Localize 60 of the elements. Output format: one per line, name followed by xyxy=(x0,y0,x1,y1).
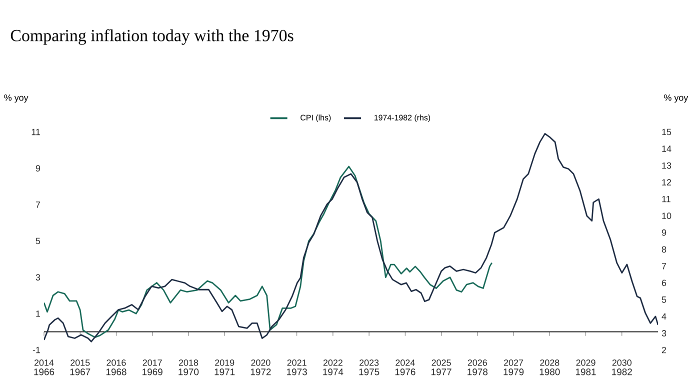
x-tick-label: 2026 xyxy=(468,360,487,366)
x-tick-label: 2030 xyxy=(612,360,632,366)
x-tick-label: 2015 xyxy=(70,360,90,366)
y2-tick-label: 9 xyxy=(662,229,666,236)
y2-tick-label: 13 xyxy=(662,162,672,169)
y-tick-label: 7 xyxy=(36,202,40,208)
y2-tick-label: 14 xyxy=(662,146,672,152)
x2-tick-label: 1980 xyxy=(540,368,560,376)
x2-tick-label: 1982 xyxy=(612,368,632,376)
x-tick-label: 2028 xyxy=(540,360,560,366)
y2-tick-label: 11 xyxy=(662,196,670,202)
x2-tick-label: 1981 xyxy=(576,368,596,376)
x2-tick-label: 1966 xyxy=(34,368,54,376)
y2-tick-label: 10 xyxy=(662,212,672,220)
x2-tick-label: 1968 xyxy=(106,368,126,376)
y2-tick-label: 4 xyxy=(662,313,666,320)
x2-tick-label: 1976 xyxy=(395,368,416,376)
y2-tick-label: 12 xyxy=(662,179,672,186)
y2-tick-label: 15 xyxy=(662,128,672,136)
x2-tick-label: 1978 xyxy=(468,368,488,376)
x2-tick-label: 1975 xyxy=(359,368,380,376)
y2-tick-label: 2 xyxy=(662,346,666,354)
x2-tick-label: 1971 xyxy=(214,368,235,376)
x2-tick-label: 1970 xyxy=(178,368,199,376)
y2-tick-label: 7 xyxy=(662,263,666,270)
y2-axis-title: % yoy xyxy=(664,94,688,103)
x-tick-label: 2029 xyxy=(576,360,596,366)
x2-tick-label: 1972 xyxy=(250,368,271,376)
y-tick-label: 1 xyxy=(36,310,40,317)
y2-tick-label: 6 xyxy=(662,280,666,286)
x-tick-label: 2019 xyxy=(215,360,234,366)
chart-title: Comparing inflation today with the 1970s xyxy=(10,29,294,45)
x-tick-label: 2025 xyxy=(432,360,451,366)
x-tick-label: 2021 xyxy=(287,360,306,366)
y-tick-label: 5 xyxy=(36,238,40,244)
x-tick-label: 2024 xyxy=(396,360,415,366)
x-tick-label: 2018 xyxy=(178,360,198,366)
y2-tick-label: 5 xyxy=(662,296,666,303)
y-tick-label: 11 xyxy=(32,128,40,136)
x2-tick-label: 1967 xyxy=(70,368,90,376)
line-series xyxy=(44,166,493,338)
y-tick-label: -1 xyxy=(32,346,40,354)
x-tick-label: 2016 xyxy=(106,360,126,366)
y-tick-label: 3 xyxy=(36,274,40,281)
y2-tick-label: 3 xyxy=(662,330,666,336)
x2-tick-label: 1969 xyxy=(142,368,162,376)
x2-tick-label: 1977 xyxy=(431,368,452,376)
x2-tick-label: 1973 xyxy=(287,368,307,376)
y2-tick-label: 8 xyxy=(662,246,666,253)
x-tick-label: 2017 xyxy=(142,360,162,366)
y-axis-title: % yoy xyxy=(4,94,28,103)
x-tick-label: 2022 xyxy=(323,360,342,366)
x-tick-label: 2023 xyxy=(360,360,379,366)
y-tick-label: 9 xyxy=(36,165,40,172)
line-series xyxy=(44,132,658,342)
x2-tick-label: 1974 xyxy=(323,368,344,376)
x-tick-label: 2014 xyxy=(34,360,54,366)
x-tick-label: 2027 xyxy=(504,360,524,366)
x-tick-label: 2020 xyxy=(251,360,270,366)
x2-tick-label: 1979 xyxy=(504,368,524,376)
